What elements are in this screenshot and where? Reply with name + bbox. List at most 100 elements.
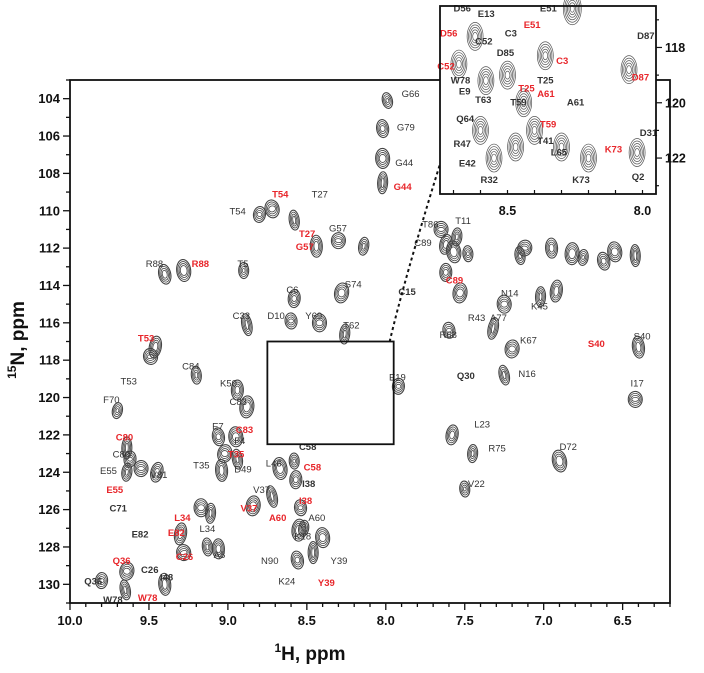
peak-contour — [269, 491, 275, 502]
peak-contour — [332, 234, 345, 248]
peak-contour — [491, 323, 496, 334]
peak — [133, 459, 149, 478]
peak-contour — [341, 327, 348, 341]
peak-contour — [357, 236, 370, 256]
inset-peak-contour — [557, 140, 566, 154]
peak-contour — [293, 499, 308, 517]
peaks-layer — [95, 92, 646, 601]
peak-label: N90 — [261, 556, 278, 567]
peak — [240, 313, 253, 337]
peak-contour — [240, 266, 247, 275]
peak-contour — [287, 289, 301, 309]
peak-contour — [391, 377, 405, 395]
peak-contour — [144, 350, 157, 363]
peak-contour — [215, 433, 222, 441]
x-axis: 10.0 9.5 9.0 8.5 8.0 7.5 7.0 6.5 — [57, 603, 671, 628]
inset-peak-contour — [567, 0, 578, 18]
peak-contour — [153, 467, 160, 477]
peak-contour — [197, 504, 205, 512]
peak-contour — [240, 313, 253, 337]
peak — [150, 461, 164, 483]
inset-peak-label: T59 — [540, 120, 556, 131]
peak-contour — [292, 520, 306, 540]
inset-peak-contour — [451, 52, 466, 76]
peak-contour — [111, 402, 124, 420]
x-axis-title-sup: 1 — [274, 641, 281, 655]
peak-contour — [266, 485, 279, 508]
peak — [442, 321, 456, 339]
peak-contour — [565, 244, 579, 264]
inset-peaks-layer — [450, 0, 646, 173]
peak — [433, 220, 449, 238]
peak-contour — [453, 284, 467, 302]
peak-label: E55 — [100, 466, 117, 477]
peak-contour — [536, 288, 545, 306]
peak — [266, 485, 279, 508]
peak-contour — [496, 294, 512, 314]
peak-contour — [160, 576, 169, 592]
peak-label: C83 — [236, 425, 253, 436]
peak-contour — [467, 444, 479, 464]
peak — [549, 279, 563, 303]
inset-peak-contour — [470, 29, 480, 44]
peak — [627, 390, 643, 408]
inset-peak-contour — [456, 59, 462, 69]
peak-contour — [207, 506, 214, 520]
peak-contour — [630, 395, 641, 404]
peak-contour — [290, 550, 305, 570]
peak-contour — [217, 462, 226, 478]
peak-contour — [178, 548, 189, 557]
peak-contour — [317, 531, 328, 545]
peak-contour — [578, 251, 588, 264]
inset-peak-contour — [473, 118, 488, 143]
peak-label: Y69 — [305, 311, 322, 322]
peak-contour — [330, 232, 346, 250]
peak-label: D10 — [267, 311, 284, 322]
peak-contour — [290, 293, 299, 304]
peak-contour — [267, 203, 278, 215]
peak-contour — [445, 240, 462, 264]
peak-contour — [456, 288, 464, 298]
peak-label: A60 — [308, 513, 325, 524]
inset-peak-label: D56 — [454, 4, 471, 15]
x-tick-label: 9.5 — [140, 613, 158, 628]
peak — [264, 199, 280, 219]
peak — [381, 92, 394, 109]
peak-contour — [274, 461, 286, 476]
peak-contour — [311, 547, 315, 558]
peak-contour — [214, 431, 223, 443]
peak-contour — [515, 248, 525, 263]
peak-contour — [607, 241, 623, 263]
peak-label: R75 — [488, 444, 505, 455]
peak-contour — [375, 147, 391, 169]
peak-contour — [488, 319, 498, 338]
peak-contour — [437, 227, 445, 232]
inset-peak-label: D87 — [637, 31, 654, 42]
inset-peak-contour — [555, 137, 568, 157]
inset-peak-label: Q64 — [456, 114, 475, 125]
inset-peak-label: R47 — [454, 139, 471, 150]
inset-peak-contour — [453, 54, 465, 74]
peak-contour — [214, 542, 223, 556]
peak-contour — [359, 238, 369, 254]
x-tick-label: 6.5 — [614, 613, 632, 628]
y-tick-label: 124 — [38, 465, 60, 480]
peak-contour — [267, 487, 277, 506]
peak-label: C89 — [414, 238, 431, 249]
peak-contour — [360, 240, 367, 252]
peak-contour — [114, 406, 121, 415]
y-tick-label: 126 — [38, 502, 60, 517]
peak-contour — [551, 281, 562, 301]
inset-peak-contour — [481, 73, 491, 88]
inset-peak — [477, 66, 495, 95]
peak-contour — [125, 454, 135, 464]
peak-contour — [311, 313, 328, 333]
peak-contour — [273, 459, 287, 478]
peak-contour — [361, 242, 366, 250]
peak-contour — [631, 246, 640, 265]
inset-peak-contour — [476, 123, 485, 138]
peak — [439, 262, 453, 282]
peak-contour — [208, 508, 213, 518]
peak-contour — [551, 449, 568, 473]
